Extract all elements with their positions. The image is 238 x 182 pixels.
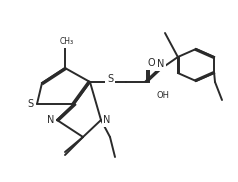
Text: O: O bbox=[148, 58, 156, 68]
Text: S: S bbox=[28, 99, 34, 109]
Text: N: N bbox=[157, 59, 164, 69]
Text: CH₃: CH₃ bbox=[59, 37, 73, 46]
Text: N: N bbox=[103, 115, 111, 125]
Text: N: N bbox=[47, 115, 55, 125]
Text: S: S bbox=[107, 74, 113, 84]
Text: OH: OH bbox=[157, 92, 169, 100]
